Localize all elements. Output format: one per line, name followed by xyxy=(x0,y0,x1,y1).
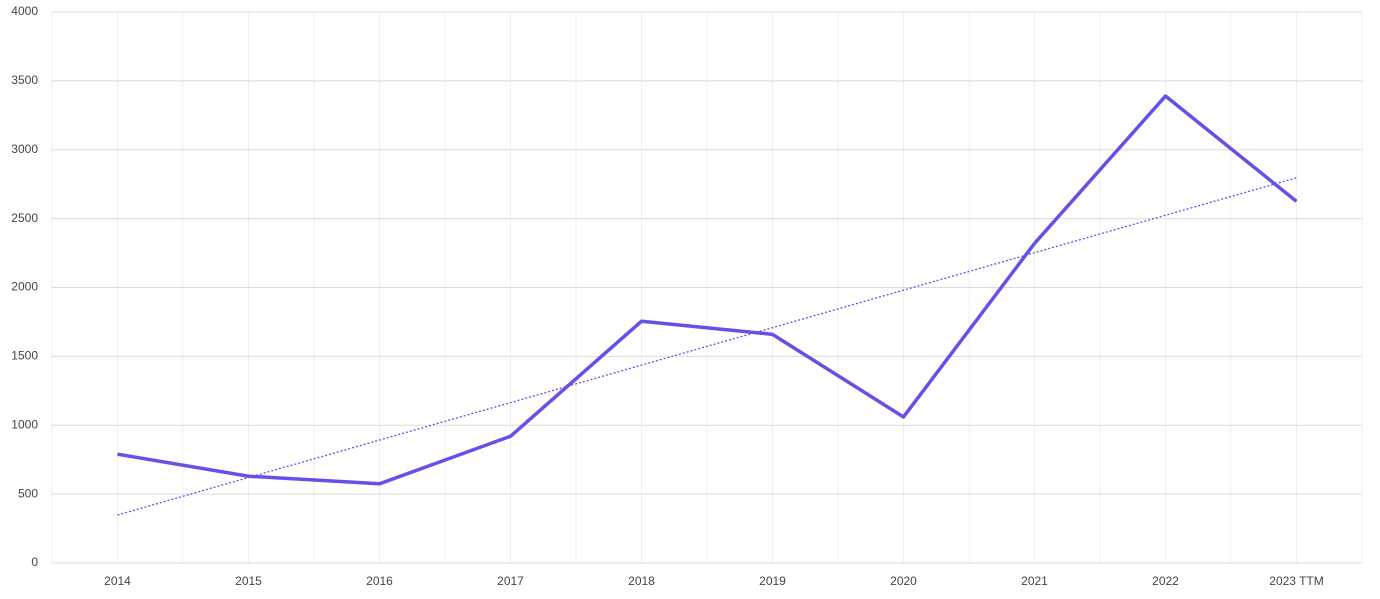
y-tick-label: 2000 xyxy=(11,280,38,294)
y-tick-label: 3000 xyxy=(11,142,38,156)
x-tick-label: 2016 xyxy=(366,574,393,588)
x-tick-label: 2017 xyxy=(497,574,524,588)
x-tick-label: 2020 xyxy=(890,574,917,588)
trendline xyxy=(117,177,1297,516)
y-tick-label: 3500 xyxy=(11,73,38,87)
y-tick-label: 2500 xyxy=(11,211,38,225)
y-tick-label: 4000 xyxy=(11,4,38,18)
y-tick-label: 1000 xyxy=(11,417,38,431)
y-tick-label: 1500 xyxy=(11,349,38,363)
x-tick-label: 2015 xyxy=(235,574,262,588)
x-tick-label: 2023 TTM xyxy=(1269,574,1323,588)
x-tick-label: 2022 xyxy=(1152,574,1179,588)
x-tick-label: 2021 xyxy=(1021,574,1048,588)
line xyxy=(117,94,1298,486)
x-tick-label: 2014 xyxy=(104,574,131,588)
y-tick-label: 0 xyxy=(31,555,38,569)
y-tick-label: 500 xyxy=(18,486,38,500)
x-tick-label: 2018 xyxy=(628,574,655,588)
x-tick-label: 2019 xyxy=(759,574,786,588)
